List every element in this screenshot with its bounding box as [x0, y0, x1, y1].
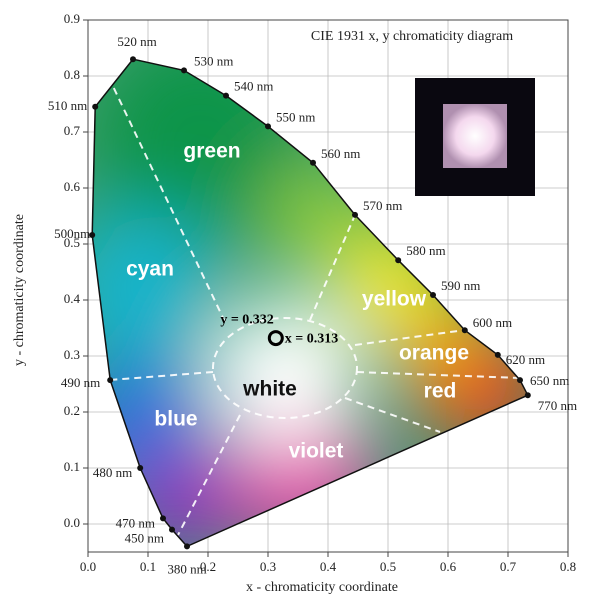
wavelength-label: 530 nm — [194, 53, 233, 68]
region-boundaries — [109, 79, 521, 536]
wavelength-label: 540 nm — [234, 79, 273, 94]
locus-point — [89, 232, 96, 239]
wavelength-label: 450 nm — [125, 531, 164, 546]
boundary — [356, 371, 521, 379]
locus-point — [265, 123, 271, 130]
inset-light — [443, 104, 507, 168]
wavelength-label: 520 nm — [117, 34, 156, 49]
wavelength-label: 600 nm — [473, 315, 512, 330]
white-boundary — [212, 317, 358, 419]
x-axis-label: x - chromaticity coordinate — [246, 580, 398, 595]
y-axis-label: y - chromaticity coordinate — [12, 214, 27, 366]
locus-point — [160, 515, 166, 522]
locus-point — [181, 67, 187, 74]
region-label: red — [424, 380, 457, 403]
y-tick-label: 0.0 — [64, 515, 80, 530]
region-label: green — [183, 140, 240, 163]
locus-point — [517, 377, 523, 384]
chart-title: CIE 1931 x, y chromaticity diagram — [311, 29, 513, 44]
locus-point — [430, 291, 436, 298]
y-tick-label: 0.4 — [64, 291, 81, 306]
white-point-x-label: x = 0.313 — [285, 331, 338, 346]
wavelength-label: 470 nm — [116, 515, 155, 530]
spectral-locus — [91, 58, 529, 548]
x-tick-label: 0.3 — [260, 559, 276, 574]
y-tick-label: 0.9 — [64, 11, 80, 26]
wavelength-label: 590 nm — [441, 278, 480, 293]
x-tick-label: 0.2 — [200, 559, 216, 574]
wavelength-label: 510 nm — [48, 98, 87, 113]
locus-point — [352, 211, 358, 218]
region-label: orange — [399, 342, 469, 365]
wavelength-label: 560 nm — [321, 146, 360, 161]
wavelength-label: 490 nm — [61, 375, 100, 390]
wavelength-label: 770 nm — [538, 398, 577, 413]
locus-point — [524, 392, 531, 399]
boundary — [344, 397, 441, 433]
boundary — [109, 371, 214, 381]
wavelength-label: 650 nm — [530, 373, 569, 388]
y-tick-label: 0.3 — [64, 347, 80, 362]
region-label: cyan — [126, 258, 174, 281]
boundary — [109, 79, 226, 323]
wavelength-label: 500nm — [54, 226, 90, 241]
wavelength-label: 580 nm — [406, 243, 445, 258]
locus-point — [461, 327, 468, 334]
x-tick-label: 0.7 — [500, 559, 517, 574]
locus-point — [137, 465, 144, 471]
wavelength-label: 550 nm — [276, 109, 315, 124]
x-tick-label: 0.8 — [560, 559, 576, 574]
locus-point — [92, 103, 99, 110]
white-point-y-label: y = 0.332 — [220, 312, 273, 327]
region-label: blue — [154, 408, 197, 431]
locus-point — [310, 159, 316, 166]
region-label: yellow — [362, 288, 427, 311]
x-tick-label: 0.5 — [380, 559, 396, 574]
region-label: white — [242, 378, 297, 401]
white-point — [267, 330, 284, 347]
locus-point — [169, 526, 175, 533]
locus-point — [184, 543, 190, 550]
x-tick-label: 0.6 — [440, 559, 457, 574]
locus-point — [223, 92, 229, 99]
x-tick-label: 0.4 — [320, 559, 337, 574]
y-tick-label: 0.1 — [64, 459, 80, 474]
locus-point — [107, 377, 114, 384]
wavelength-label: 380 nm — [167, 561, 206, 576]
x-tick-label: 0.0 — [80, 559, 96, 574]
boundary — [177, 414, 241, 536]
region-label: violet — [289, 440, 344, 463]
locus-point — [130, 56, 136, 63]
locus-point — [494, 351, 501, 358]
boundary — [354, 329, 466, 346]
wavelength-label: 570 nm — [363, 198, 402, 213]
wavelength-label: 480 nm — [93, 465, 132, 480]
y-tick-label: 0.5 — [64, 235, 80, 250]
y-tick-label: 0.6 — [64, 179, 81, 194]
locus-point — [395, 257, 402, 264]
inset-photo — [415, 78, 535, 196]
wavelength-label: 620 nm — [506, 352, 545, 367]
y-tick-label: 0.8 — [64, 67, 80, 82]
x-tick-label: 0.1 — [140, 559, 156, 574]
y-tick-label: 0.7 — [64, 123, 81, 138]
y-tick-label: 0.2 — [64, 403, 80, 418]
